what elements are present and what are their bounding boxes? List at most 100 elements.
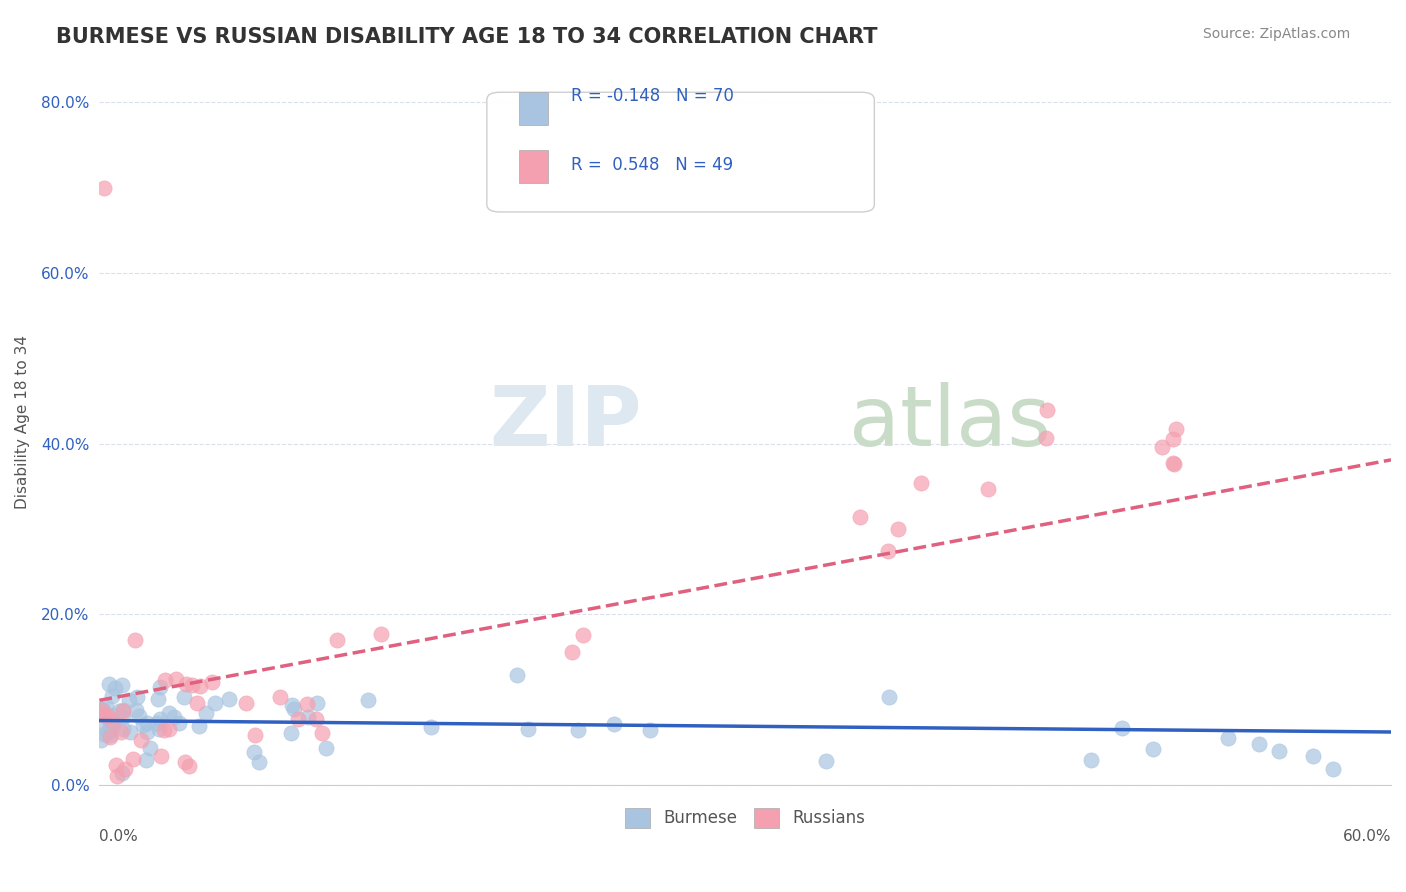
Point xyxy=(1247,737,1270,751)
Point xyxy=(121,752,143,766)
Point xyxy=(135,754,157,768)
Point xyxy=(101,689,124,703)
Point xyxy=(910,476,932,491)
Point xyxy=(1268,744,1291,758)
Point xyxy=(118,693,141,707)
Point xyxy=(1035,431,1057,445)
Point xyxy=(174,755,197,769)
Point xyxy=(146,716,169,731)
Point xyxy=(877,690,900,705)
Point xyxy=(1161,456,1184,470)
Point xyxy=(283,702,305,716)
Point xyxy=(93,180,115,194)
Point xyxy=(235,696,257,710)
Point xyxy=(148,722,170,736)
Point xyxy=(195,706,218,720)
Point xyxy=(269,690,291,704)
Point xyxy=(111,766,134,780)
Point xyxy=(1150,440,1173,454)
Point xyxy=(155,673,177,688)
Point xyxy=(112,710,135,724)
Point xyxy=(100,721,122,735)
Point xyxy=(112,704,135,718)
Point xyxy=(107,704,129,718)
Point xyxy=(572,628,595,642)
Point xyxy=(167,715,190,730)
Point xyxy=(132,718,155,732)
Point xyxy=(91,702,114,716)
Point xyxy=(1035,402,1057,417)
Point xyxy=(94,699,117,714)
Point xyxy=(243,728,266,742)
Point xyxy=(103,708,125,723)
Point xyxy=(305,696,328,710)
Point xyxy=(1142,741,1164,756)
Point xyxy=(516,722,538,736)
Point xyxy=(1080,753,1102,767)
Point xyxy=(131,732,153,747)
Point xyxy=(136,724,159,739)
Point xyxy=(98,730,121,744)
Point xyxy=(101,712,124,726)
Point xyxy=(110,724,132,739)
Point xyxy=(159,706,181,720)
Text: R =  0.548   N = 49: R = 0.548 N = 49 xyxy=(571,156,733,174)
Point xyxy=(124,632,146,647)
Y-axis label: Disability Age 18 to 34: Disability Age 18 to 34 xyxy=(15,335,30,509)
Point xyxy=(505,668,527,682)
Point xyxy=(139,741,162,756)
Point xyxy=(315,741,337,756)
Point xyxy=(177,759,200,773)
Point xyxy=(93,727,115,741)
Point xyxy=(163,710,186,724)
Point xyxy=(174,677,197,691)
Point xyxy=(91,703,114,717)
Point xyxy=(603,717,626,731)
Point xyxy=(848,509,870,524)
Point xyxy=(247,755,270,769)
Point xyxy=(157,722,180,736)
Point xyxy=(135,716,157,731)
Point xyxy=(98,676,121,690)
Point xyxy=(96,708,118,723)
Point xyxy=(204,696,226,710)
Point xyxy=(111,703,134,717)
Point xyxy=(97,725,120,739)
Point xyxy=(243,745,266,759)
Point xyxy=(640,723,662,738)
Text: Source: ZipAtlas.com: Source: ZipAtlas.com xyxy=(1202,27,1350,41)
Point xyxy=(150,749,173,764)
Point xyxy=(90,733,112,747)
Text: R = -0.148   N = 70: R = -0.148 N = 70 xyxy=(571,87,734,105)
Point xyxy=(101,719,124,733)
Point xyxy=(877,543,900,558)
Point xyxy=(326,632,349,647)
Point xyxy=(91,708,114,723)
Point xyxy=(98,716,121,731)
Point xyxy=(90,703,112,717)
Legend: Burmese, Russians: Burmese, Russians xyxy=(619,801,872,835)
FancyBboxPatch shape xyxy=(519,92,547,125)
Text: BURMESE VS RUSSIAN DISABILITY AGE 18 TO 34 CORRELATION CHART: BURMESE VS RUSSIAN DISABILITY AGE 18 TO … xyxy=(56,27,877,46)
Point xyxy=(419,720,441,734)
Point xyxy=(567,723,589,737)
Point xyxy=(101,714,124,728)
FancyBboxPatch shape xyxy=(519,150,547,183)
Point xyxy=(1161,432,1184,446)
Point xyxy=(114,762,136,776)
Point xyxy=(201,675,224,690)
Point xyxy=(190,679,212,693)
Point xyxy=(357,692,380,706)
Point xyxy=(1166,422,1188,436)
Text: atlas: atlas xyxy=(848,382,1050,463)
Point xyxy=(110,677,132,691)
Point xyxy=(165,673,187,687)
Point xyxy=(153,723,176,737)
Point xyxy=(125,703,148,717)
Point xyxy=(370,626,392,640)
FancyBboxPatch shape xyxy=(486,92,875,212)
Point xyxy=(186,696,208,710)
Point xyxy=(1322,762,1344,776)
Point xyxy=(1216,731,1239,745)
Point xyxy=(149,712,172,726)
